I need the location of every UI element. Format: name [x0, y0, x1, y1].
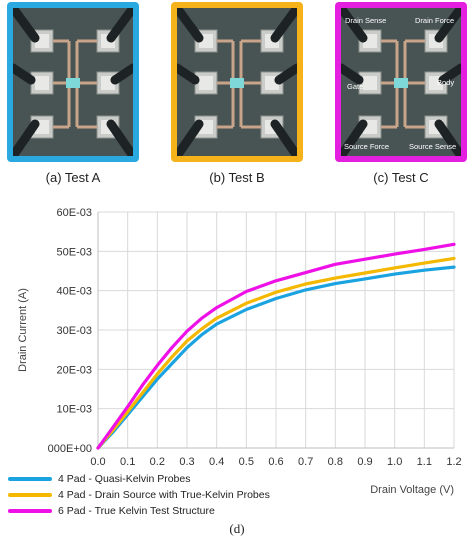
- transistor-device: [394, 78, 408, 88]
- transistor-device: [230, 78, 244, 88]
- x-tick-label: 0.2: [150, 456, 165, 468]
- probe-needle: [270, 119, 297, 156]
- figure-caption-d: (d): [229, 521, 245, 536]
- microscope-image: [341, 8, 461, 156]
- probe-needle: [341, 119, 368, 156]
- y-axis-title: Drain Current (A): [17, 288, 29, 372]
- probe-needle: [13, 63, 36, 85]
- x-tick-label: 0.7: [298, 456, 313, 468]
- probe-needle: [106, 8, 133, 43]
- x-tick-label: 1.1: [417, 456, 432, 468]
- pad-highlight: [199, 76, 213, 90]
- y-tick-label: 40E-03: [57, 286, 92, 298]
- caption-b: (b) Test B: [209, 170, 265, 185]
- x-tick-label: 0.4: [209, 456, 224, 468]
- y-tick-label: 60E-03: [57, 207, 92, 219]
- x-tick-label: 0.3: [179, 456, 194, 468]
- legend-label: 6 Pad - True Kelvin Test Structure: [58, 505, 215, 517]
- probe-needle: [341, 63, 364, 85]
- label-body: Body: [437, 78, 455, 87]
- test-a-photo: [7, 2, 139, 162]
- y-tick-label: 000E+00: [48, 443, 92, 455]
- iv-curve-chart: 0.0 0.1 0.2 0.3 0.4 0.5 0.6 0.7 0.8 0.9 1.0 1.1 1.2 0…: [17, 207, 462, 496]
- label-source-force: Source Force: [344, 142, 390, 151]
- x-tick-label: 1.2: [446, 456, 461, 468]
- probe-needle: [177, 119, 204, 156]
- series-true-kelvin-probes-line: [96, 256, 456, 450]
- series-quasi-kelvin-line: [96, 265, 456, 450]
- x-tick-label: 0.6: [268, 456, 283, 468]
- y-tick-label: 50E-03: [57, 246, 92, 258]
- legend-item-quasi-kelvin: 4 Pad - Quasi-Kelvin Probes: [8, 473, 190, 485]
- microscope-image: [177, 8, 297, 156]
- probe-needle: [270, 8, 297, 43]
- y-tick-label: 20E-03: [57, 364, 92, 376]
- x-tick-label: 0.9: [357, 456, 372, 468]
- label-gate: Gate: [347, 82, 364, 91]
- probe-needle: [438, 63, 461, 85]
- probe-needle: [177, 63, 200, 85]
- probe-needle: [434, 8, 461, 43]
- probe-needle: [274, 63, 297, 85]
- microscope-image: [13, 8, 133, 156]
- x-tick-label: 0.0: [90, 456, 105, 468]
- legend-swatch: [8, 509, 52, 513]
- probe-needle: [13, 8, 40, 43]
- series-true-kelvin-structure-line: [96, 242, 456, 450]
- transistor-device: [66, 78, 80, 88]
- legend-item-true-kelvin-structure: 6 Pad - True Kelvin Test Structure: [8, 505, 215, 517]
- legend-label: 4 Pad - Quasi-Kelvin Probes: [58, 473, 191, 485]
- probe-needle: [177, 8, 204, 43]
- x-tick-label: 0.1: [120, 456, 135, 468]
- probe-needle: [13, 119, 40, 156]
- test-c-photo: Drain Sense Drain Force Gate Body Source…: [335, 2, 467, 162]
- legend-swatch: [8, 493, 52, 497]
- probe-needle: [341, 8, 368, 43]
- test-b-photo: [171, 2, 303, 162]
- legend-swatch: [8, 477, 52, 481]
- probe-needle: [110, 63, 133, 85]
- pad-highlight: [35, 76, 49, 90]
- legend-label: 4 Pad - Drain Source with True-Kelvin Pr…: [58, 489, 270, 501]
- caption-a: (a) Test A: [45, 170, 101, 185]
- legend-item-true-kelvin-probes: 4 Pad - Drain Source with True-Kelvin Pr…: [8, 489, 270, 501]
- x-tick-label: 0.8: [328, 456, 343, 468]
- caption-c: (c) Test C: [373, 170, 429, 185]
- x-tick-label: 0.5: [239, 456, 254, 468]
- y-tick-label: 10E-03: [57, 404, 92, 416]
- x-tick-label: 1.0: [387, 456, 402, 468]
- y-tick-label: 30E-03: [57, 325, 92, 337]
- label-drain-force: Drain Force: [415, 16, 455, 25]
- pad-highlight: [363, 76, 377, 90]
- x-axis-title: Drain Voltage (V): [370, 484, 454, 496]
- probe-needle: [106, 119, 133, 156]
- probe-needle: [434, 119, 461, 156]
- label-source-sense: Source Sense: [409, 142, 457, 151]
- label-drain-sense: Drain Sense: [345, 16, 387, 25]
